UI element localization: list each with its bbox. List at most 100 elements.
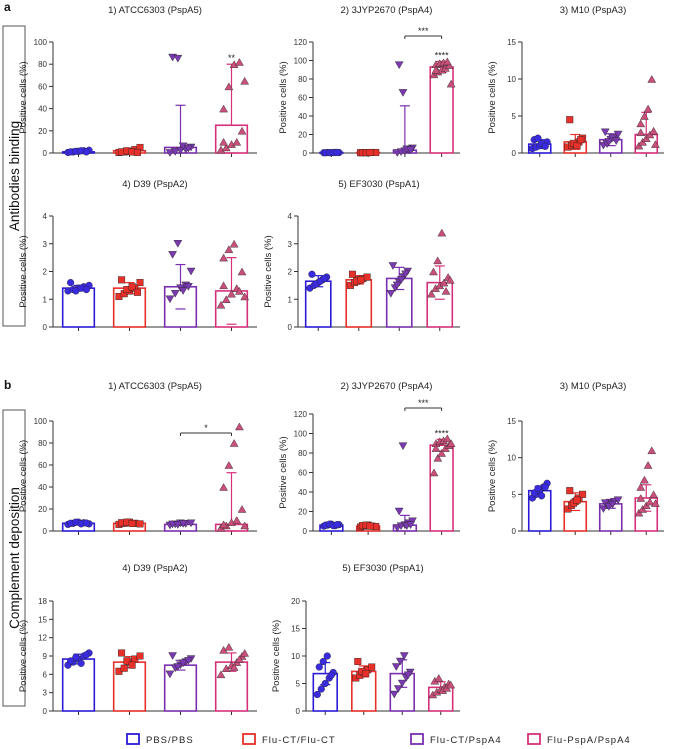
y-axis-label: Positive cells (%) [18, 61, 29, 133]
data-point [649, 126, 658, 135]
y-axis-label: Positive cells (%) [18, 620, 29, 692]
y-tick-label: 15 [507, 417, 516, 426]
data-point [399, 652, 409, 660]
data-point [165, 149, 175, 157]
y-tick-label: 4 [288, 212, 293, 221]
y-tick-label: 9 [43, 652, 48, 661]
y-tick-label: 100 [294, 430, 308, 439]
panel-title: 2) 3JYP2670 (PspA4) [341, 381, 433, 392]
y-tick-label: 15 [507, 38, 516, 47]
panel-title: 3) M10 (PspA3) [560, 5, 627, 16]
data-point [634, 141, 644, 150]
section-b-box [2, 409, 26, 707]
data-point [357, 276, 365, 284]
data-point [219, 520, 228, 529]
panel-title: 5) EF3030 (PspA1) [338, 179, 419, 190]
significance-bracket-label: * [204, 423, 208, 433]
significance-bracket-label: *** [418, 398, 429, 408]
data-point [235, 655, 244, 663]
data-point [431, 444, 441, 452]
data-point [136, 652, 144, 660]
data-point [170, 290, 180, 298]
y-tick-label: 40 [298, 488, 307, 497]
data-point [178, 287, 188, 295]
data-point [128, 661, 136, 669]
y-tick-label: 80 [298, 449, 307, 458]
y-tick-label: 5 [512, 490, 517, 499]
data-point [219, 104, 228, 113]
y-axis-label: Positive cells (%) [487, 61, 498, 133]
chart-panel-8: 3) M10 (PspA3) Positive cells (%) 0 5 10 15 [487, 381, 664, 536]
data-point [611, 137, 621, 146]
data-point [398, 89, 408, 97]
y-tick-label: 0 [288, 323, 293, 332]
chart-panel-6: 1) ATCC6303 (PspA5) Positive cells (%) 0 20… [18, 381, 257, 536]
data-point [173, 240, 183, 248]
data-point [165, 295, 175, 304]
data-point [184, 283, 193, 291]
y-tick-label: 0 [303, 149, 308, 158]
data-point [136, 520, 144, 528]
chart-panel-7: 2) 3JYP2670 (PspA4) Positive cells (%) 0 20… [278, 381, 460, 536]
y-axis-label: Positive cells (%) [487, 440, 498, 512]
y-tick-label: 40 [38, 105, 47, 114]
data-point [221, 295, 231, 303]
data-point [323, 652, 331, 660]
data-point [406, 521, 415, 530]
y-tick-label: 0 [43, 149, 48, 158]
section-b-label: Complement deposition [7, 487, 22, 629]
legend-item: Flu-CT/Flu-CT [242, 733, 335, 746]
data-point [240, 649, 250, 657]
data-point [393, 685, 403, 693]
panel-title: 1) ATCC6303 (PspA5) [108, 5, 202, 16]
y-tick-label: 60 [298, 469, 307, 478]
data-point [437, 228, 447, 237]
data-point [77, 659, 85, 667]
data-point [429, 267, 438, 276]
data-point [118, 649, 126, 657]
section-a-label: Antibodies binding [7, 121, 22, 231]
data-point [541, 483, 549, 491]
legend-swatch [242, 733, 256, 745]
data-point [237, 126, 247, 135]
data-point [178, 659, 188, 668]
y-tick-label: 80 [38, 60, 47, 69]
y-tick-label: 60 [38, 82, 47, 91]
data-point [232, 137, 242, 146]
data-point [429, 468, 439, 477]
data-point [446, 439, 456, 447]
y-axis-label: Positive cells (%) [18, 235, 29, 307]
data-point [315, 663, 323, 671]
data-point [403, 671, 413, 680]
y-tick-label: 1 [288, 295, 293, 304]
legend-swatch [527, 733, 541, 745]
section-a-box [2, 25, 26, 327]
data-point [608, 500, 617, 509]
y-tick-label: 10 [507, 75, 516, 84]
data-point [534, 134, 542, 142]
data-point [219, 253, 228, 262]
legend-item: Flu-CT/PspA4 [410, 733, 501, 746]
bar [429, 444, 454, 532]
data-point [237, 267, 247, 276]
chart-panel-2: 2) 3JYP2670 (PspA4) Positive cells (%) 0 20… [278, 5, 460, 158]
data-point [388, 262, 398, 270]
data-point [577, 136, 585, 144]
data-point [168, 251, 177, 259]
data-point [442, 57, 452, 66]
legend-item: Flu-PspA/PspA4 [527, 733, 630, 746]
data-point [327, 671, 335, 679]
data-point [224, 245, 234, 254]
data-point [184, 144, 193, 153]
chart-panel-10: 5) EF3030 (PspA1) Positive cells (%) 0 5 10 1… [271, 563, 460, 716]
data-point [82, 519, 91, 527]
y-tick-label: 20 [38, 505, 47, 514]
data-point [537, 492, 546, 500]
data-point [133, 148, 141, 156]
y-tick-label: 100 [294, 57, 308, 66]
data-point [219, 483, 228, 491]
data-point [170, 148, 180, 156]
panel-title: 3) M10 (PspA3) [560, 381, 627, 392]
data-point [219, 281, 228, 290]
